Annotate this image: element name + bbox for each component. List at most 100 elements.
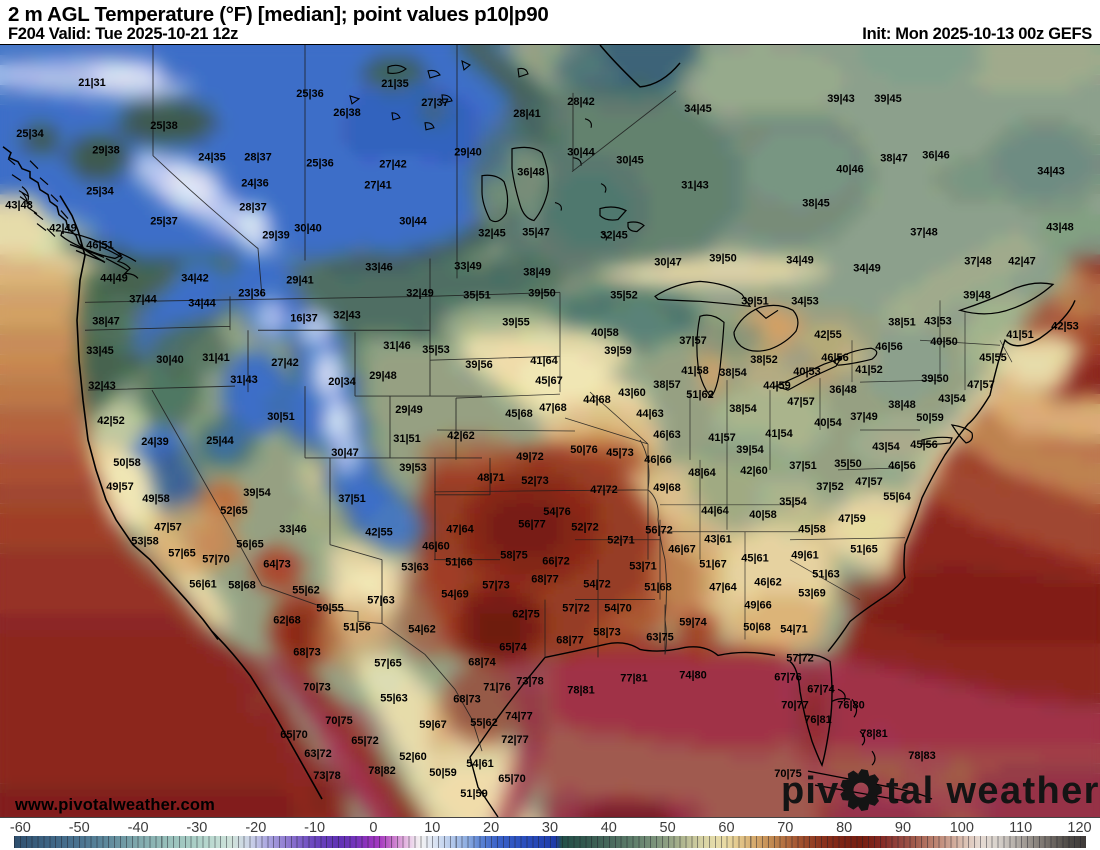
svg-text:78|81: 78|81 [567, 684, 595, 696]
svg-text:30|51: 30|51 [267, 411, 295, 423]
svg-text:76|80: 76|80 [837, 699, 865, 711]
svg-text:51|63: 51|63 [812, 569, 840, 581]
svg-text:47|57: 47|57 [154, 522, 182, 534]
svg-text:55|63: 55|63 [380, 692, 408, 704]
svg-text:33|45: 33|45 [86, 345, 114, 357]
svg-text:46|62: 46|62 [754, 577, 782, 589]
svg-text:71|76: 71|76 [483, 681, 511, 693]
svg-text:37|52: 37|52 [816, 481, 844, 493]
svg-text:44|63: 44|63 [636, 408, 664, 420]
svg-text:28|37: 28|37 [244, 152, 272, 164]
svg-text:33|46: 33|46 [279, 524, 307, 536]
svg-text:48|71: 48|71 [477, 472, 505, 484]
svg-text:47|59: 47|59 [838, 513, 866, 525]
svg-text:57|72: 57|72 [562, 603, 590, 615]
svg-text:68|73: 68|73 [453, 693, 481, 705]
svg-text:37|48: 37|48 [910, 227, 938, 239]
svg-text:39|43: 39|43 [827, 93, 855, 105]
svg-text:52|65: 52|65 [220, 505, 248, 517]
svg-text:55|62: 55|62 [470, 717, 498, 729]
svg-text:38|45: 38|45 [802, 198, 830, 210]
svg-text:62|68: 62|68 [273, 615, 301, 627]
svg-text:29|48: 29|48 [369, 370, 397, 382]
svg-text:25|34: 25|34 [16, 128, 44, 140]
svg-text:68|77: 68|77 [531, 574, 559, 586]
svg-text:34|42: 34|42 [181, 272, 209, 284]
svg-text:57|63: 57|63 [367, 595, 395, 607]
svg-text:70|73: 70|73 [303, 681, 331, 693]
svg-text:28|41: 28|41 [513, 108, 541, 120]
svg-text:30|47: 30|47 [654, 256, 682, 268]
svg-text:65|72: 65|72 [351, 735, 379, 747]
svg-text:31|46: 31|46 [383, 340, 411, 352]
svg-text:29|41: 29|41 [286, 274, 314, 286]
svg-text:38|47: 38|47 [880, 153, 908, 165]
svg-text:70|77: 70|77 [781, 699, 809, 711]
svg-text:37|44: 37|44 [129, 293, 157, 305]
svg-text:54|76: 54|76 [543, 506, 571, 518]
svg-text:39|56: 39|56 [465, 359, 493, 371]
svg-text:47|68: 47|68 [539, 402, 567, 414]
svg-text:50|59: 50|59 [429, 767, 457, 779]
svg-text:53|63: 53|63 [401, 562, 429, 574]
svg-text:49|68: 49|68 [653, 482, 681, 494]
svg-text:29|38: 29|38 [92, 145, 120, 157]
svg-text:46|56: 46|56 [875, 341, 903, 353]
svg-text:64|73: 64|73 [263, 559, 291, 571]
svg-text:51|66: 51|66 [445, 557, 473, 569]
svg-text:24|35: 24|35 [198, 152, 226, 164]
svg-text:67|74: 67|74 [807, 683, 835, 695]
svg-text:58|68: 58|68 [228, 580, 256, 592]
svg-text:29|49: 29|49 [395, 404, 423, 416]
svg-text:37|57: 37|57 [679, 335, 707, 347]
svg-text:21|35: 21|35 [381, 78, 409, 90]
svg-text:28|42: 28|42 [567, 96, 595, 108]
svg-text:54|62: 54|62 [408, 623, 436, 635]
svg-text:38|48: 38|48 [888, 399, 916, 411]
svg-text:42|53: 42|53 [1051, 320, 1079, 332]
svg-text:45|67: 45|67 [535, 375, 563, 387]
svg-text:78|83: 78|83 [908, 750, 936, 762]
svg-text:50|68: 50|68 [743, 621, 771, 633]
svg-text:31|43: 31|43 [230, 374, 258, 386]
svg-text:57|70: 57|70 [202, 554, 230, 566]
svg-text:78|82: 78|82 [368, 765, 396, 777]
svg-text:39|51: 39|51 [741, 295, 769, 307]
svg-text:45|73: 45|73 [606, 447, 634, 459]
svg-text:25|37: 25|37 [150, 216, 178, 228]
svg-text:65|70: 65|70 [280, 729, 308, 741]
svg-text:47|57: 47|57 [855, 476, 883, 488]
svg-text:53|71: 53|71 [629, 561, 657, 573]
svg-text:57|73: 57|73 [482, 580, 510, 592]
svg-text:46|67: 46|67 [668, 544, 696, 556]
svg-text:46|56: 46|56 [888, 460, 916, 472]
svg-text:48|64: 48|64 [688, 467, 716, 479]
svg-text:16|37: 16|37 [290, 312, 318, 324]
svg-text:62|75: 62|75 [512, 609, 540, 621]
svg-text:39|53: 39|53 [399, 462, 427, 474]
svg-text:42|60: 42|60 [740, 465, 768, 477]
svg-text:46|66: 46|66 [644, 454, 672, 466]
svg-text:70|75: 70|75 [325, 715, 353, 727]
svg-text:41|57: 41|57 [708, 432, 736, 444]
svg-text:40|46: 40|46 [836, 164, 864, 176]
svg-text:74|80: 74|80 [679, 669, 707, 681]
svg-text:35|50: 35|50 [834, 458, 862, 470]
svg-text:49|72: 49|72 [516, 451, 544, 463]
svg-text:57|65: 57|65 [374, 657, 402, 669]
svg-text:30|40: 30|40 [294, 223, 322, 235]
svg-text:35|53: 35|53 [422, 344, 450, 356]
svg-text:43|54: 43|54 [872, 441, 900, 453]
svg-text:46|51: 46|51 [86, 239, 114, 251]
svg-text:42|55: 42|55 [365, 527, 393, 539]
svg-text:63|75: 63|75 [646, 631, 674, 643]
svg-text:70|75: 70|75 [774, 768, 802, 780]
svg-text:50|55: 50|55 [316, 603, 344, 615]
svg-text:31|43: 31|43 [681, 180, 709, 192]
svg-text:38|51: 38|51 [888, 316, 916, 328]
svg-text:42|49: 42|49 [49, 223, 77, 235]
svg-text:41|58: 41|58 [681, 365, 709, 377]
svg-text:29|39: 29|39 [262, 230, 290, 242]
svg-text:39|55: 39|55 [502, 316, 530, 328]
svg-text:46|63: 46|63 [653, 429, 681, 441]
